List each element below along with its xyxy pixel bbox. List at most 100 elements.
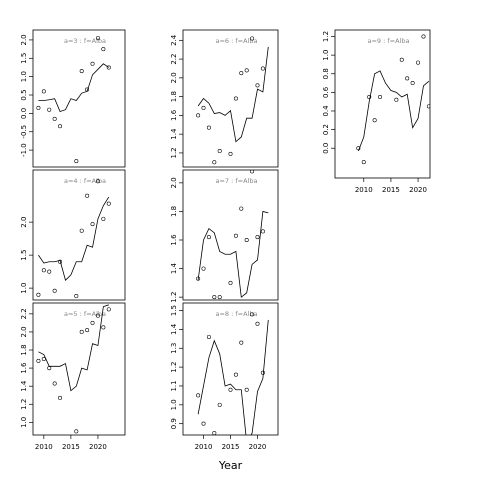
fitted-line bbox=[197, 46, 269, 143]
x-tick-label: 2020 bbox=[409, 186, 427, 194]
observed-point bbox=[399, 57, 404, 62]
plot-area bbox=[196, 36, 269, 165]
fitted-line bbox=[357, 70, 430, 152]
observed-point bbox=[239, 71, 244, 76]
plot-area bbox=[196, 170, 269, 300]
y-tick-label: 0.9 bbox=[170, 418, 178, 429]
observed-point bbox=[255, 321, 260, 326]
y-tick-label: 2.0 bbox=[20, 326, 28, 337]
y-tick-label: -0.5 bbox=[20, 125, 28, 139]
y-tick-label: 2.0 bbox=[170, 72, 178, 83]
observed-point bbox=[378, 95, 383, 100]
observed-point bbox=[196, 393, 201, 398]
y-tick-label: 1.8 bbox=[20, 344, 28, 355]
observed-point bbox=[212, 160, 217, 165]
observed-point bbox=[255, 235, 260, 240]
observed-point bbox=[356, 146, 361, 151]
panel-frame bbox=[334, 29, 431, 179]
observed-point bbox=[212, 431, 217, 435]
fitted-line bbox=[38, 196, 110, 281]
x-tick-label: 2020 bbox=[89, 443, 107, 451]
y-tick-label: 0.5 bbox=[20, 89, 28, 100]
observed-point bbox=[47, 269, 52, 274]
observed-point bbox=[74, 294, 79, 299]
y-tick-label: 1.2 bbox=[20, 399, 28, 410]
plot-area bbox=[36, 304, 111, 434]
observed-point bbox=[405, 76, 410, 81]
x-tick-label: 2015 bbox=[62, 443, 80, 451]
observed-point bbox=[410, 81, 415, 86]
observed-point bbox=[244, 238, 249, 243]
observed-point bbox=[106, 307, 111, 312]
observed-point bbox=[260, 370, 265, 375]
observed-point bbox=[95, 313, 100, 318]
x-tick-label: 2010 bbox=[35, 443, 53, 451]
y-tick-label: 1.8 bbox=[170, 206, 178, 217]
observed-point bbox=[58, 395, 63, 400]
y-tick-label: 1.6 bbox=[170, 109, 178, 121]
observed-point bbox=[58, 259, 63, 264]
observed-point bbox=[79, 69, 84, 74]
observed-point bbox=[41, 268, 46, 273]
observed-point bbox=[36, 358, 41, 363]
y-tick-label: 1.2 bbox=[322, 31, 330, 42]
observed-point bbox=[233, 233, 238, 238]
observed-point bbox=[201, 105, 206, 110]
panel-title: a=4 : f=Alba bbox=[64, 177, 106, 185]
observed-point bbox=[421, 34, 426, 39]
observed-point bbox=[233, 96, 238, 101]
y-tick-label: 0.0 bbox=[322, 143, 330, 154]
observed-point bbox=[196, 276, 201, 281]
observed-point bbox=[106, 65, 111, 70]
observed-point bbox=[79, 329, 84, 334]
observed-point bbox=[106, 201, 111, 206]
panel-title: a=5 : f=Alba bbox=[64, 310, 106, 318]
fitted-line bbox=[38, 63, 109, 113]
observed-point bbox=[52, 381, 57, 386]
y-tick-label: 2.4 bbox=[170, 34, 178, 46]
y-tick-label: 1.5 bbox=[170, 305, 178, 316]
observed-point bbox=[101, 216, 106, 221]
y-tick-label: 1.3 bbox=[170, 343, 178, 354]
panel-frame bbox=[182, 169, 279, 301]
observed-point bbox=[36, 292, 41, 297]
observed-point bbox=[74, 159, 79, 164]
panel-title: a=9 : f=Alba bbox=[368, 37, 410, 45]
observed-point bbox=[201, 421, 206, 426]
observed-point bbox=[250, 312, 255, 317]
observed-point bbox=[85, 328, 90, 333]
observed-point bbox=[95, 179, 100, 184]
y-tick-label: 2.0 bbox=[170, 177, 178, 188]
observed-point bbox=[228, 151, 233, 156]
observed-point bbox=[90, 222, 95, 227]
panel-frame bbox=[32, 169, 126, 301]
x-tick-label: 2015 bbox=[382, 186, 400, 194]
observed-point bbox=[101, 325, 106, 330]
panel-title: a=3 : f=Alba bbox=[64, 37, 106, 45]
y-tick-label: -1.0 bbox=[20, 143, 28, 157]
fitted-line bbox=[38, 304, 109, 392]
observed-point bbox=[41, 357, 46, 362]
observed-point bbox=[206, 334, 211, 339]
y-tick-label: 1.0 bbox=[170, 399, 178, 410]
y-tick-label: 1.4 bbox=[170, 128, 178, 140]
fitted-line bbox=[197, 210, 269, 298]
x-tick-label: 2015 bbox=[222, 443, 240, 451]
plot-area bbox=[36, 36, 111, 164]
observed-point bbox=[90, 61, 95, 66]
y-tick-label: 1.0 bbox=[20, 71, 28, 82]
y-tick-label: 1.8 bbox=[170, 91, 178, 102]
observed-point bbox=[244, 68, 249, 73]
observed-point bbox=[367, 95, 372, 100]
y-tick-label: 2.0 bbox=[20, 34, 28, 45]
observed-point bbox=[47, 366, 52, 371]
x-tick-label: 2010 bbox=[195, 443, 213, 451]
y-tick-label: 1.1 bbox=[170, 380, 178, 391]
observed-point bbox=[228, 387, 233, 392]
observed-point bbox=[372, 118, 377, 123]
observed-point bbox=[212, 295, 217, 300]
x-tick-label: 2010 bbox=[355, 186, 373, 194]
y-tick-label: 1.4 bbox=[20, 380, 28, 392]
y-tick-label: 0.6 bbox=[322, 86, 330, 98]
y-tick-label: 1.0 bbox=[20, 417, 28, 428]
